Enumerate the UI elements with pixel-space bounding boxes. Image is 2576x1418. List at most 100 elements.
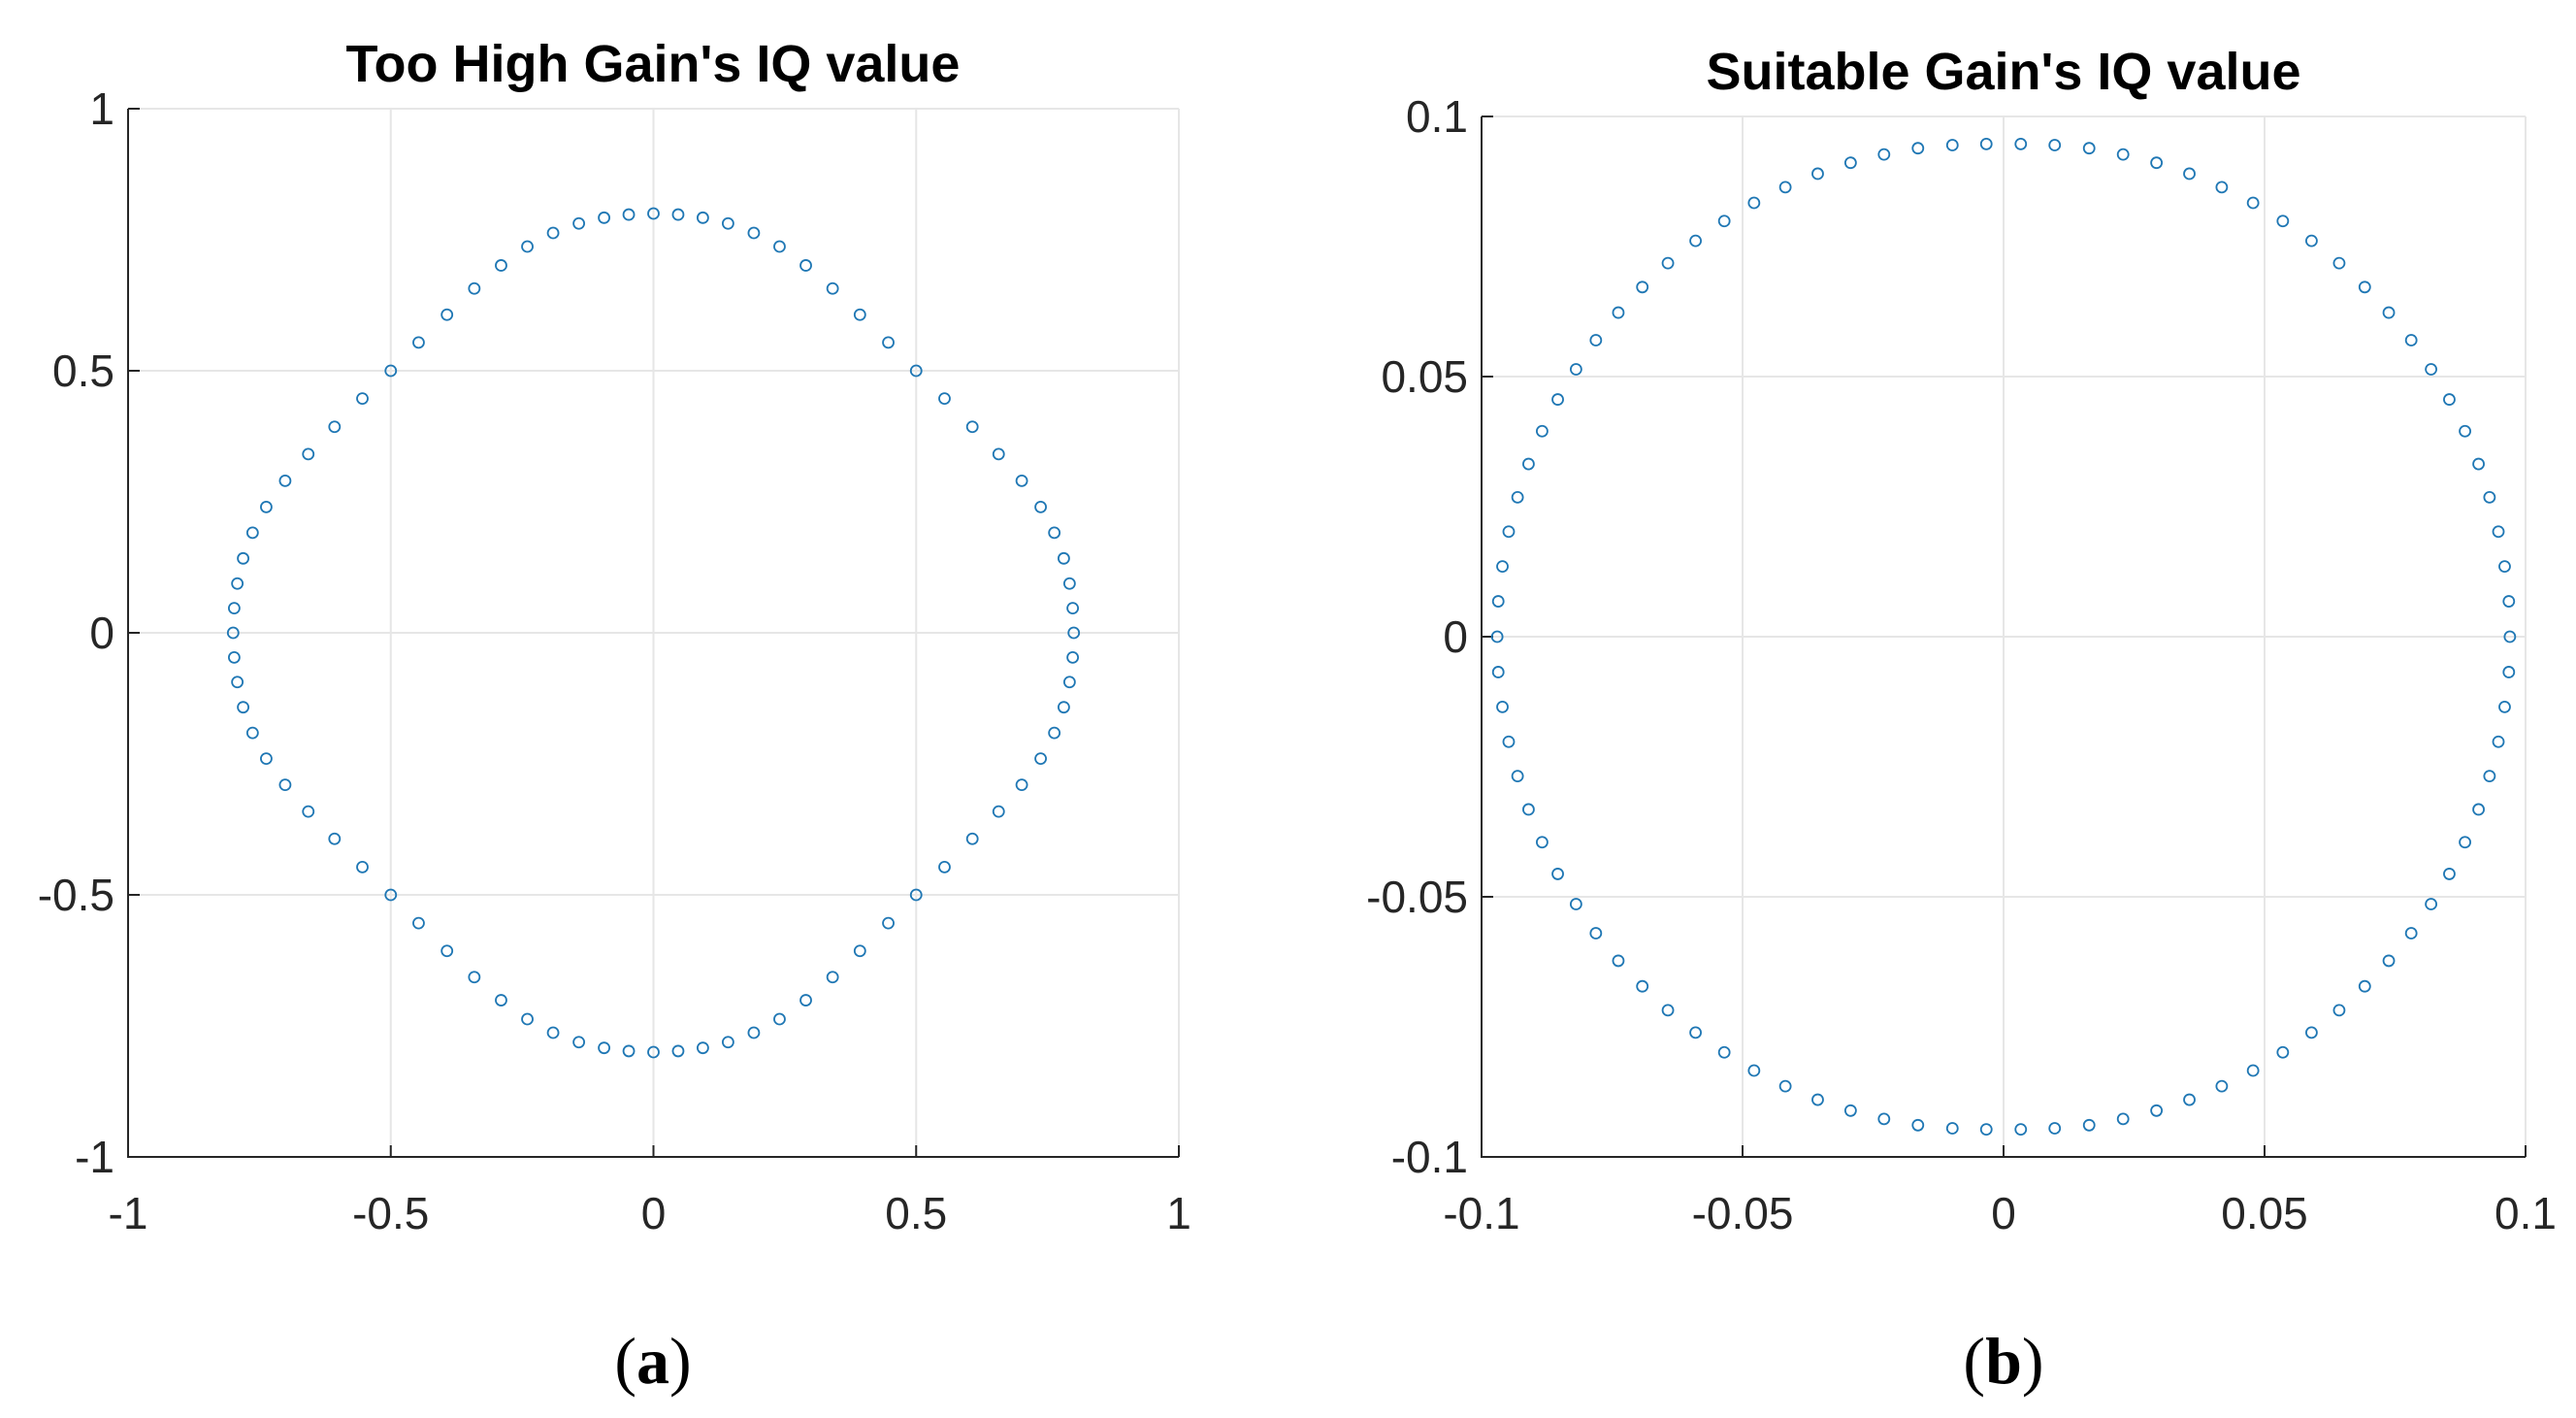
data-point	[1502, 525, 1516, 539]
data-point	[1689, 1026, 1702, 1039]
y-tick-label: 0	[1443, 611, 1468, 662]
data-point	[1945, 139, 1959, 151]
data-point	[1911, 142, 1925, 155]
data-point	[468, 281, 481, 295]
data-point	[1661, 256, 1675, 270]
data-point	[882, 916, 895, 930]
data-point	[671, 1044, 685, 1058]
data-point	[2276, 1045, 2290, 1059]
data-point	[938, 860, 951, 874]
data-point	[278, 778, 292, 791]
data-point	[598, 1041, 610, 1055]
data-point	[1062, 676, 1076, 689]
data-point	[909, 888, 923, 902]
x-tick-label: -1	[109, 1188, 148, 1238]
data-point	[302, 447, 315, 461]
data-point	[356, 860, 369, 874]
data-point	[1569, 898, 1582, 910]
data-point	[2425, 898, 2438, 910]
data-point	[2503, 630, 2517, 643]
data-point	[237, 701, 249, 714]
data-point	[622, 1044, 636, 1058]
data-point	[2443, 868, 2456, 880]
data-point	[853, 944, 866, 958]
data-point	[965, 420, 979, 434]
data-point	[1034, 752, 1047, 765]
data-point	[1048, 726, 1061, 740]
data-point	[2404, 334, 2418, 346]
data-point	[2246, 1064, 2260, 1077]
x-tick-label: -0.1	[1443, 1188, 1519, 1238]
data-point	[1747, 1064, 1761, 1077]
data-point	[1877, 1112, 1891, 1126]
data-point	[2492, 735, 2505, 748]
data-point	[1843, 156, 1857, 170]
data-point	[826, 281, 839, 295]
data-point	[412, 336, 425, 349]
data-point	[412, 916, 425, 930]
data-point	[2382, 306, 2396, 319]
data-point	[1811, 1093, 1824, 1106]
data-point	[1062, 577, 1076, 590]
data-point	[2472, 457, 2485, 471]
data-point	[2483, 490, 2496, 504]
data-point	[965, 832, 979, 845]
x-tick-label: 1	[1166, 1188, 1191, 1238]
series-a	[226, 207, 1081, 1059]
data-point	[1536, 836, 1549, 849]
data-point	[2082, 1118, 2096, 1132]
data-point	[1034, 501, 1047, 513]
data-point	[1717, 214, 1731, 228]
data-point	[572, 1036, 586, 1049]
data-point	[2459, 424, 2471, 438]
data-point	[2014, 138, 2028, 150]
y-tick-label: -1	[75, 1132, 114, 1182]
data-point	[2048, 139, 2062, 151]
panel-label: (a)	[614, 1324, 691, 1398]
data-point	[2332, 1004, 2346, 1017]
data-point	[1589, 927, 1603, 940]
data-point	[328, 832, 342, 845]
y-tick-label: 0.1	[1406, 91, 1468, 142]
data-point	[1778, 1079, 1792, 1093]
data-point	[2332, 256, 2346, 270]
data-point	[598, 211, 610, 224]
data-point	[1490, 630, 1504, 643]
data-point	[278, 474, 292, 487]
data-point	[1048, 526, 1061, 540]
y-tick-label: -0.05	[1366, 872, 1468, 922]
data-point	[1511, 770, 1524, 783]
data-point	[2502, 666, 2516, 678]
y-tick-label: 1	[89, 83, 114, 134]
data-point	[2246, 196, 2260, 210]
series-b	[1490, 138, 2517, 1136]
data-point	[799, 259, 812, 272]
data-point	[1811, 167, 1824, 181]
data-point	[2276, 214, 2290, 228]
data-point	[1717, 1045, 1731, 1059]
data-point	[1551, 393, 1564, 406]
data-point	[227, 602, 241, 615]
data-point	[721, 1036, 734, 1049]
data-point	[1877, 148, 1891, 161]
data-point	[521, 1012, 534, 1026]
data-point	[1689, 234, 1702, 247]
data-point	[1589, 334, 1603, 346]
chart-panel-a: -1 -0.5 0 0.5 1 -1 -0.5 0 0.5 1	[38, 83, 1191, 1238]
data-point	[384, 364, 398, 378]
y-tick-label: -0.1	[1391, 1132, 1468, 1182]
data-point	[440, 944, 454, 958]
data-point	[799, 994, 812, 1006]
data-point	[2382, 954, 2396, 968]
x-tick-label: 0.05	[2221, 1188, 2308, 1238]
data-point	[2498, 700, 2511, 713]
data-point	[2404, 927, 2418, 940]
data-point	[2183, 167, 2196, 181]
data-point	[302, 805, 315, 818]
data-point	[938, 392, 951, 406]
data-point	[1015, 474, 1028, 487]
data-point	[882, 336, 895, 349]
chart-panel-b: -0.1 -0.05 0 0.05 0.1 -0.1 -0.05 0 0.05 0.1	[1366, 91, 2557, 1238]
data-point	[697, 1041, 709, 1055]
